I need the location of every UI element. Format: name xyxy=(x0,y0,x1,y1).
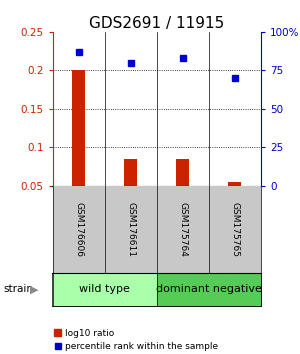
Text: dominant negative: dominant negative xyxy=(156,284,262,295)
Text: wild type: wild type xyxy=(79,284,130,295)
Legend: log10 ratio, percentile rank within the sample: log10 ratio, percentile rank within the … xyxy=(54,329,218,351)
Bar xyxy=(124,159,137,186)
Title: GDS2691 / 11915: GDS2691 / 11915 xyxy=(89,16,224,31)
Bar xyxy=(157,273,261,306)
Bar xyxy=(72,70,85,186)
Text: strain: strain xyxy=(3,284,33,295)
Text: GSM176606: GSM176606 xyxy=(74,202,83,257)
Text: GSM175764: GSM175764 xyxy=(178,202,187,257)
Text: ▶: ▶ xyxy=(30,284,39,295)
Bar xyxy=(228,182,242,186)
Bar xyxy=(52,273,157,306)
Text: GSM175765: GSM175765 xyxy=(230,202,239,257)
Text: GSM176611: GSM176611 xyxy=(126,202,135,257)
Bar xyxy=(176,159,189,186)
